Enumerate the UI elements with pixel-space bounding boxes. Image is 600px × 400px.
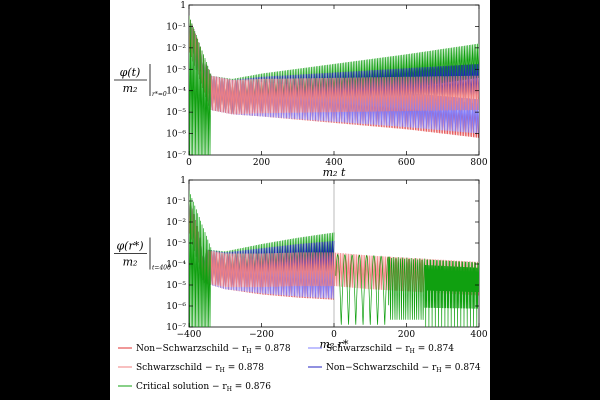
legend-label-1: Schwarzschild − rH = 0.874 (326, 344, 454, 355)
y-tick-label: 10⁻¹ (166, 22, 186, 32)
y-tick-label: 10⁻² (166, 44, 186, 54)
y-tick-label: 10⁻² (166, 218, 186, 228)
chart-svg: 110⁻¹10⁻²10⁻³10⁻⁴10⁻⁵10⁻⁶10⁻⁷0 200 400 600 8… (114, 1, 488, 393)
legend-label-4: Critical solution − rH = 0.876 (136, 382, 271, 393)
y-tick-label: 10⁻³ (166, 65, 186, 75)
figure: 1 10⁻¹ 10⁻² 10⁻³ 10⁻⁴ 10⁻⁵ 10⁻⁶ 10⁻⁷ 0 200 400 600 8… (110, 0, 490, 400)
early-oscillation-line (189, 15, 212, 155)
y-tick-label: 1 (180, 1, 186, 11)
y-tick-label: 10⁻³ (166, 239, 186, 249)
y-tick-label: 10⁻⁴ (166, 87, 186, 97)
series-2-line (189, 196, 479, 296)
legend-label-3: Non−Schwarzschild − rH = 0.874 (326, 363, 481, 374)
y-axis-label-subscript: t=400 (152, 265, 171, 272)
legend: Non−Schwarzschild − rH = 0.878 Schwarzsch… (118, 344, 481, 393)
y-axis-label-numerator: φ(t) (120, 66, 141, 79)
y-axis-label-subscript: r*=0 (152, 91, 167, 98)
y-tick-label: 10⁻⁵ (166, 108, 186, 118)
x-tick-label: 400 (325, 158, 342, 168)
legend-label-0: Non−Schwarzschild − rH = 0.878 (136, 344, 291, 355)
series-2-line (189, 15, 479, 115)
y-tick-label: 10⁻⁴ (166, 260, 186, 270)
x-axis-label: m₂ r* (319, 338, 349, 351)
y-axis-label-denominator: m₂ (123, 256, 138, 269)
y-axis-label-numerator: φ(r*) (116, 240, 143, 253)
series-4-line (189, 196, 335, 286)
y-axis-label-denominator: m₂ (123, 82, 138, 95)
x-tick-label: 0 (331, 330, 337, 340)
x-tick-label: 800 (470, 158, 487, 168)
x-tick-label: −200 (249, 330, 274, 340)
x-tick-label: 0 (186, 158, 192, 168)
y-tick-label: 10⁻⁷ (166, 323, 186, 333)
y-tick-label: 10⁻⁶ (166, 302, 186, 312)
y-tick-label: 10⁻⁶ (166, 130, 186, 140)
bottom-panel: 1 10⁻¹ 10⁻² 10⁻³ 10⁻⁴ 10⁻⁵ 10⁻⁶ 10⁻⁷−400 −200 0 20… (114, 176, 488, 351)
x-tick-label: 200 (253, 158, 270, 168)
y-tick-label: 10⁻¹ (166, 197, 186, 207)
series-3-line (189, 15, 479, 115)
y-tick-label: 1 (180, 176, 186, 186)
x-tick-label: 600 (398, 158, 415, 168)
legend-label-2: Schwarzschild − rH = 0.878 (136, 363, 264, 374)
y-tick-label: 10⁻⁷ (166, 151, 186, 161)
series-3-line (189, 196, 335, 287)
x-axis-label: m₂ t (323, 166, 346, 179)
x-tick-label: 400 (470, 330, 487, 340)
x-tick-label: 200 (398, 330, 415, 340)
series-group (189, 190, 479, 327)
series-group (189, 15, 479, 155)
series-4-line (189, 15, 479, 114)
right-oscillation-line (335, 253, 479, 327)
top-panel: 1 10⁻¹ 10⁻² 10⁻³ 10⁻⁴ 10⁻⁵ 10⁻⁶ 10⁻⁷0 200 400 600 8… (114, 1, 488, 179)
x-tick-label: −400 (177, 330, 202, 340)
y-tick-label: 10⁻⁵ (166, 281, 186, 291)
